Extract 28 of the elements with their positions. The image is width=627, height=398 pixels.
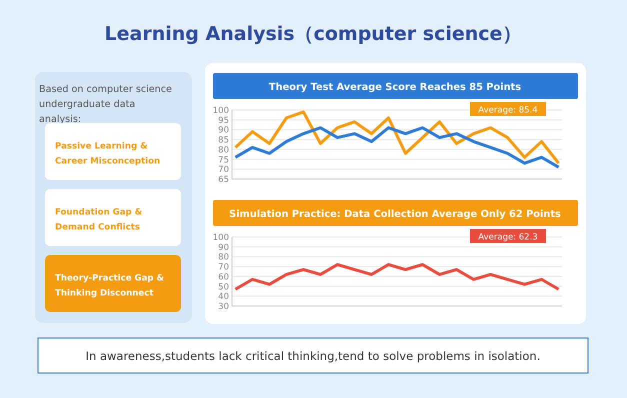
text: Learning Analysis（computer science）: [104, 23, 522, 45]
annotation: Average: 62.3: [478, 232, 538, 242]
y-tick-label: 95: [218, 116, 229, 126]
y-tick-label: 80: [218, 252, 229, 263]
y-tick-label: 70: [218, 165, 229, 176]
y-tick-label: 30: [218, 302, 229, 312]
y-tick-label: 70: [218, 262, 229, 273]
y-tick-label: 65: [218, 175, 229, 185]
text: Theory-Practice Gap & Thinking Disconnect: [55, 274, 165, 298]
y-tick-label: 80: [218, 145, 229, 156]
text: Based on computer science undergraduate data analysis:: [39, 84, 172, 125]
chart-title: Simulation Practice: Data Collection Average Only 62 Points: [229, 209, 562, 220]
y-tick-label: 50: [218, 282, 229, 292]
text: Foundation Gap & Demand Conflicts: [55, 208, 143, 232]
y-tick-label: 90: [218, 242, 229, 253]
text: In awareness,students lack critical thinking,tend to solve problems in isolation.: [86, 349, 540, 363]
annotation: Average: 85.4: [478, 106, 538, 116]
y-tick-label: 40: [218, 292, 229, 302]
y-tick-label: 75: [218, 155, 229, 166]
text: Passive Learning & Career Misconception: [55, 142, 160, 166]
line-series: [234, 263, 560, 291]
y-tick-label: 60: [218, 272, 229, 282]
y-tick-label: 90: [218, 126, 229, 136]
line-series: [234, 126, 560, 169]
chart-title: Theory Test Average Score Reaches 85 Points: [268, 82, 522, 93]
y-tick-label: 100: [212, 106, 229, 116]
y-tick-label: 100: [212, 233, 229, 243]
y-tick-label: 85: [218, 136, 229, 146]
